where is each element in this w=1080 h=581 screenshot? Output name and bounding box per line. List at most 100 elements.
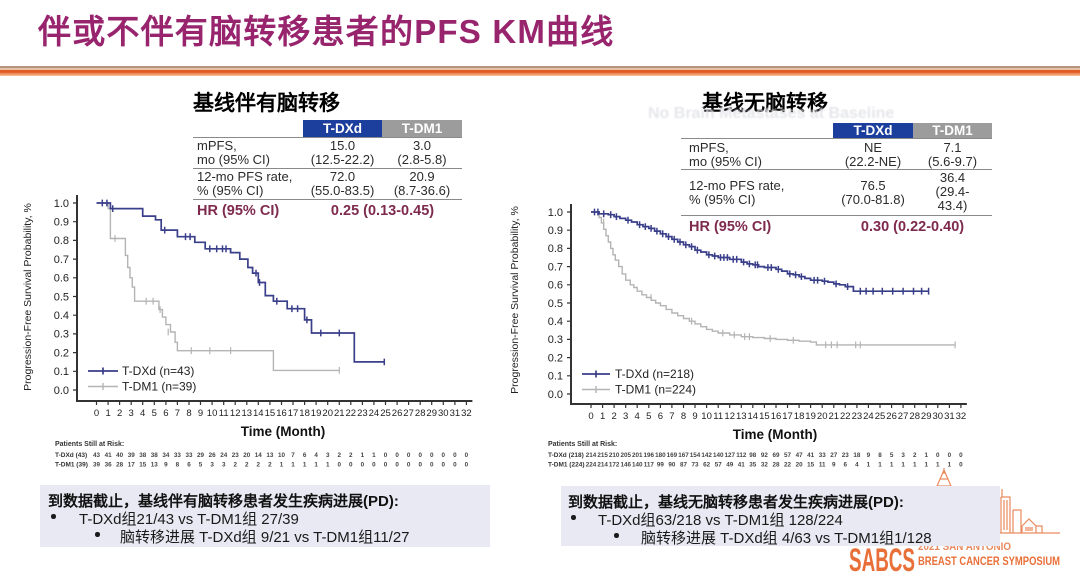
svg-text:20: 20 xyxy=(243,452,251,459)
svg-text:0: 0 xyxy=(395,452,399,459)
svg-text:12: 12 xyxy=(724,411,735,422)
svg-text:167: 167 xyxy=(678,452,689,459)
svg-text:Patients Still at Risk:: Patients Still at Risk: xyxy=(548,441,617,448)
svg-text:196: 196 xyxy=(644,452,655,459)
svg-text:0: 0 xyxy=(959,462,963,469)
svg-text:6: 6 xyxy=(658,411,663,422)
svg-text:31: 31 xyxy=(944,411,955,422)
svg-text:33: 33 xyxy=(185,452,193,459)
svg-text:27: 27 xyxy=(830,452,838,459)
svg-text:1: 1 xyxy=(948,462,952,469)
svg-text:33: 33 xyxy=(819,452,827,459)
svg-text:2: 2 xyxy=(268,462,272,469)
svg-text:24: 24 xyxy=(369,408,380,419)
svg-text:0: 0 xyxy=(349,462,353,469)
svg-text:15: 15 xyxy=(265,408,276,419)
svg-text:0.5: 0.5 xyxy=(54,291,69,303)
svg-text:9: 9 xyxy=(832,462,836,469)
svg-text:18: 18 xyxy=(794,411,805,422)
svg-text:0: 0 xyxy=(430,462,434,469)
svg-text:0: 0 xyxy=(465,462,469,469)
svg-text:15: 15 xyxy=(759,411,770,422)
svg-text:215: 215 xyxy=(597,452,608,459)
svg-text:7: 7 xyxy=(669,411,674,422)
svg-text:6: 6 xyxy=(163,408,168,419)
svg-text:7: 7 xyxy=(291,452,295,459)
svg-text:87: 87 xyxy=(680,462,688,469)
svg-text:1: 1 xyxy=(361,452,365,459)
svg-text:13: 13 xyxy=(736,411,747,422)
svg-text:0.3: 0.3 xyxy=(54,329,69,341)
svg-text:27: 27 xyxy=(403,408,414,419)
svg-text:2: 2 xyxy=(913,452,917,459)
svg-text:28: 28 xyxy=(415,408,426,419)
svg-text:34: 34 xyxy=(162,452,170,459)
svg-text:BREAST CANCER SYMPOSIUM: BREAST CANCER SYMPOSIUM xyxy=(918,554,1060,568)
svg-text:8: 8 xyxy=(186,408,191,419)
svg-text:26: 26 xyxy=(886,411,897,422)
svg-text:1: 1 xyxy=(372,452,376,459)
svg-text:98: 98 xyxy=(749,452,757,459)
svg-text:0: 0 xyxy=(338,462,342,469)
svg-text:210: 210 xyxy=(609,452,620,459)
svg-text:0: 0 xyxy=(94,408,99,419)
svg-text:1: 1 xyxy=(867,462,871,469)
svg-text:0: 0 xyxy=(588,411,593,422)
svg-text:1: 1 xyxy=(901,462,905,469)
svg-text:31: 31 xyxy=(450,408,461,419)
svg-text:201: 201 xyxy=(632,452,643,459)
svg-text:172: 172 xyxy=(609,462,620,469)
svg-text:18: 18 xyxy=(853,452,861,459)
svg-text:23: 23 xyxy=(357,408,368,419)
svg-text:6: 6 xyxy=(303,452,307,459)
svg-text:9: 9 xyxy=(164,462,168,469)
svg-text:1.0: 1.0 xyxy=(54,198,69,210)
svg-text:38: 38 xyxy=(139,452,147,459)
svg-text:13: 13 xyxy=(151,462,159,469)
svg-text:38: 38 xyxy=(151,452,159,459)
svg-text:18: 18 xyxy=(299,408,310,419)
svg-text:39: 39 xyxy=(128,452,136,459)
svg-text:0: 0 xyxy=(384,462,388,469)
svg-text:0: 0 xyxy=(372,462,376,469)
svg-text:2: 2 xyxy=(349,452,353,459)
svg-text:112: 112 xyxy=(736,452,747,459)
svg-text:47: 47 xyxy=(796,452,804,459)
svg-text:8: 8 xyxy=(878,452,882,459)
svg-text:1: 1 xyxy=(105,408,110,419)
svg-text:T-DXd (218): T-DXd (218) xyxy=(548,452,584,459)
svg-text:69: 69 xyxy=(772,452,780,459)
svg-text:43: 43 xyxy=(93,452,101,459)
svg-text:0: 0 xyxy=(948,452,952,459)
svg-text:11: 11 xyxy=(219,408,229,419)
svg-text:1: 1 xyxy=(924,452,928,459)
svg-text:Progression-Free Survival Prob: Progression-Free Survival Probability, % xyxy=(509,206,521,394)
svg-text:8: 8 xyxy=(176,462,180,469)
svg-text:32: 32 xyxy=(761,462,769,469)
svg-text:9: 9 xyxy=(867,452,871,459)
svg-text:17: 17 xyxy=(288,408,299,419)
svg-text:9: 9 xyxy=(198,408,203,419)
svg-text:Time (Month): Time (Month) xyxy=(733,427,818,442)
svg-text:2: 2 xyxy=(117,408,122,419)
svg-text:20: 20 xyxy=(322,408,333,419)
svg-text:4: 4 xyxy=(140,408,145,419)
svg-text:T-DM1 (n=224): T-DM1 (n=224) xyxy=(615,383,696,397)
svg-text:14: 14 xyxy=(253,408,264,419)
svg-text:0.2: 0.2 xyxy=(548,352,563,364)
svg-text:15: 15 xyxy=(139,462,147,469)
svg-text:8: 8 xyxy=(681,411,686,422)
svg-text:0: 0 xyxy=(418,452,422,459)
svg-text:1: 1 xyxy=(291,462,295,469)
svg-text:24: 24 xyxy=(863,411,874,422)
svg-text:0.4: 0.4 xyxy=(548,316,563,328)
svg-text:26: 26 xyxy=(392,408,403,419)
svg-text:20: 20 xyxy=(817,411,828,422)
svg-text:0.0: 0.0 xyxy=(548,389,563,401)
svg-text:23: 23 xyxy=(842,452,850,459)
svg-text:0: 0 xyxy=(384,452,388,459)
svg-text:32: 32 xyxy=(461,408,472,419)
svg-text:2: 2 xyxy=(257,462,261,469)
svg-text:3: 3 xyxy=(901,452,905,459)
svg-text:2: 2 xyxy=(245,462,249,469)
